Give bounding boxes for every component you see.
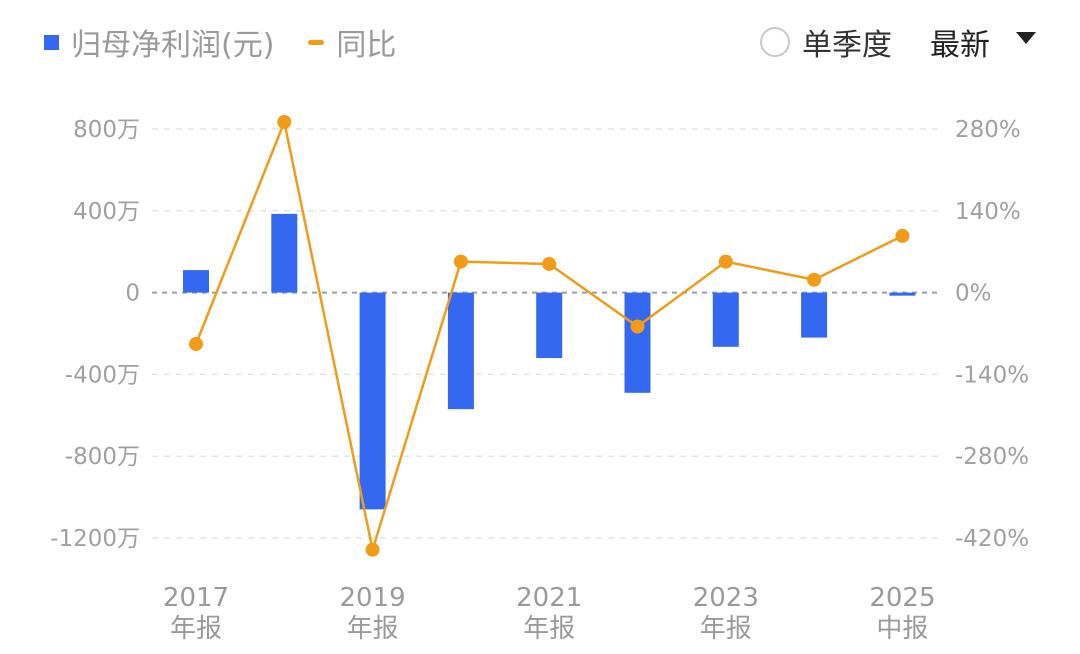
right-axis-tick: -280% bbox=[955, 444, 1029, 470]
x-axis-tick-year: 2017 bbox=[163, 583, 229, 613]
chart-controls: 单季度 最新 bbox=[760, 20, 1036, 64]
x-axis-tick-year: 2021 bbox=[516, 583, 582, 613]
yoy-point bbox=[453, 254, 468, 269]
left-axis-tick: 400万 bbox=[73, 199, 140, 225]
yoy-point bbox=[718, 254, 733, 269]
bar bbox=[889, 292, 916, 296]
yoy-point bbox=[630, 319, 645, 334]
bar bbox=[536, 292, 563, 359]
bar bbox=[712, 292, 739, 347]
bar bbox=[183, 270, 209, 293]
bar bbox=[801, 292, 828, 338]
yoy-point bbox=[365, 542, 380, 557]
legend-item-net-profit: 归母净利润(元) bbox=[44, 20, 274, 64]
right-axis-tick: -140% bbox=[955, 362, 1029, 388]
right-axis-tick: 0% bbox=[955, 281, 992, 307]
left-axis-tick: 800万 bbox=[73, 117, 140, 143]
yoy-point bbox=[542, 256, 557, 271]
right-axis-tick: 280% bbox=[955, 117, 1021, 143]
x-axis-tick-year: 2025 bbox=[869, 583, 935, 613]
yoy-point bbox=[895, 228, 910, 243]
x-axis-tick-period: 年报 bbox=[700, 614, 752, 644]
bar bbox=[447, 292, 474, 410]
legend-item-yoy: 同比 bbox=[308, 20, 396, 64]
x-axis-tick-year: 2023 bbox=[693, 583, 759, 613]
caret-down-icon bbox=[1016, 32, 1036, 44]
line-legend-swatch bbox=[308, 39, 325, 45]
quarter-radio[interactable] bbox=[760, 27, 790, 57]
x-axis-tick-year: 2019 bbox=[340, 583, 406, 613]
legend: 归母净利润(元) 同比 bbox=[44, 20, 430, 64]
x-axis-tick-period: 年报 bbox=[347, 614, 399, 644]
left-axis-tick: -400万 bbox=[65, 362, 140, 388]
period-dropdown-value: 最新 bbox=[930, 28, 990, 63]
left-axis-tick: -800万 bbox=[65, 444, 140, 470]
x-axis-tick-period: 年报 bbox=[523, 614, 575, 644]
bar bbox=[271, 213, 298, 293]
left-axis-tick: -1200万 bbox=[50, 526, 140, 552]
right-axis-tick: 140% bbox=[955, 199, 1021, 225]
right-axis-tick: -420% bbox=[955, 526, 1029, 552]
bar bbox=[624, 292, 651, 393]
period-dropdown[interactable]: 最新 bbox=[930, 20, 1036, 64]
yoy-point bbox=[277, 114, 292, 129]
chart-header: 归母净利润(元) 同比 单季度 最新 bbox=[0, 0, 1080, 90]
x-axis-tick-period: 年报 bbox=[170, 614, 222, 644]
legend-label-net-profit: 归母净利润(元) bbox=[71, 28, 275, 63]
bar bbox=[359, 292, 386, 510]
legend-label-yoy: 同比 bbox=[336, 28, 397, 63]
left-axis-tick: 0 bbox=[125, 281, 140, 307]
bar-legend-swatch bbox=[44, 34, 59, 50]
quarter-radio-label[interactable]: 单季度 bbox=[802, 28, 892, 63]
yoy-point bbox=[807, 272, 822, 287]
x-axis-tick-period: 中报 bbox=[876, 614, 928, 644]
yoy-point bbox=[189, 337, 203, 352]
